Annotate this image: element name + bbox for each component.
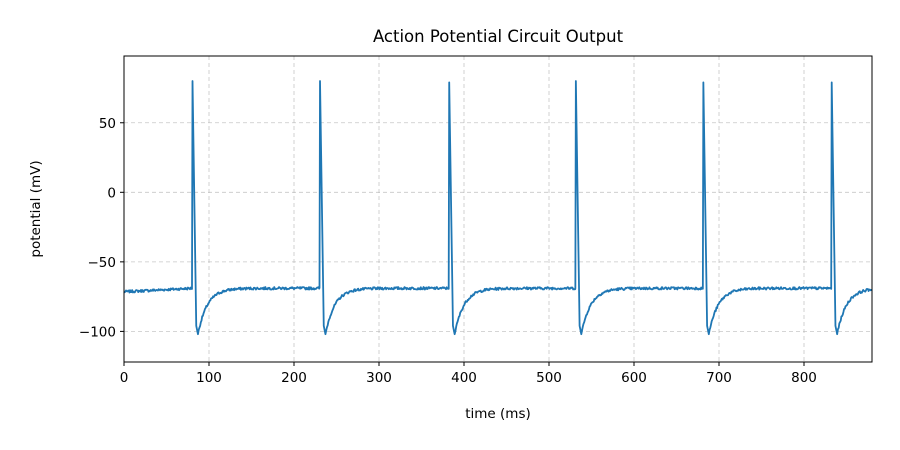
- x-axis-label: time (ms): [465, 406, 531, 422]
- x-tick-label: 700: [706, 370, 732, 386]
- x-tick-label: 800: [791, 370, 817, 386]
- y-axis-ticks: 50 0 −50 −100: [79, 116, 124, 340]
- series-group: [123, 80, 873, 336]
- potential-trace-line: [123, 80, 873, 336]
- y-tick-label: −100: [79, 324, 116, 340]
- x-tick-label: 0: [120, 370, 129, 386]
- y-tick-label: −50: [88, 255, 117, 271]
- x-tick-label: 500: [536, 370, 562, 386]
- plot-frame: [123, 55, 873, 363]
- grid: [123, 56, 872, 362]
- y-axis-label: potential (mV): [28, 160, 44, 257]
- x-axis-ticks: 0 100 200 300 400 500 600 700 800: [120, 362, 817, 386]
- x-tick-label: 100: [196, 370, 222, 386]
- chart-title: Action Potential Circuit Output: [373, 27, 624, 46]
- x-tick-label: 200: [281, 370, 307, 386]
- x-tick-label: 300: [366, 370, 392, 386]
- y-tick-label: 0: [107, 185, 116, 201]
- y-tick-label: 50: [99, 116, 116, 132]
- x-tick-label: 400: [451, 370, 477, 386]
- x-tick-label: 600: [621, 370, 647, 386]
